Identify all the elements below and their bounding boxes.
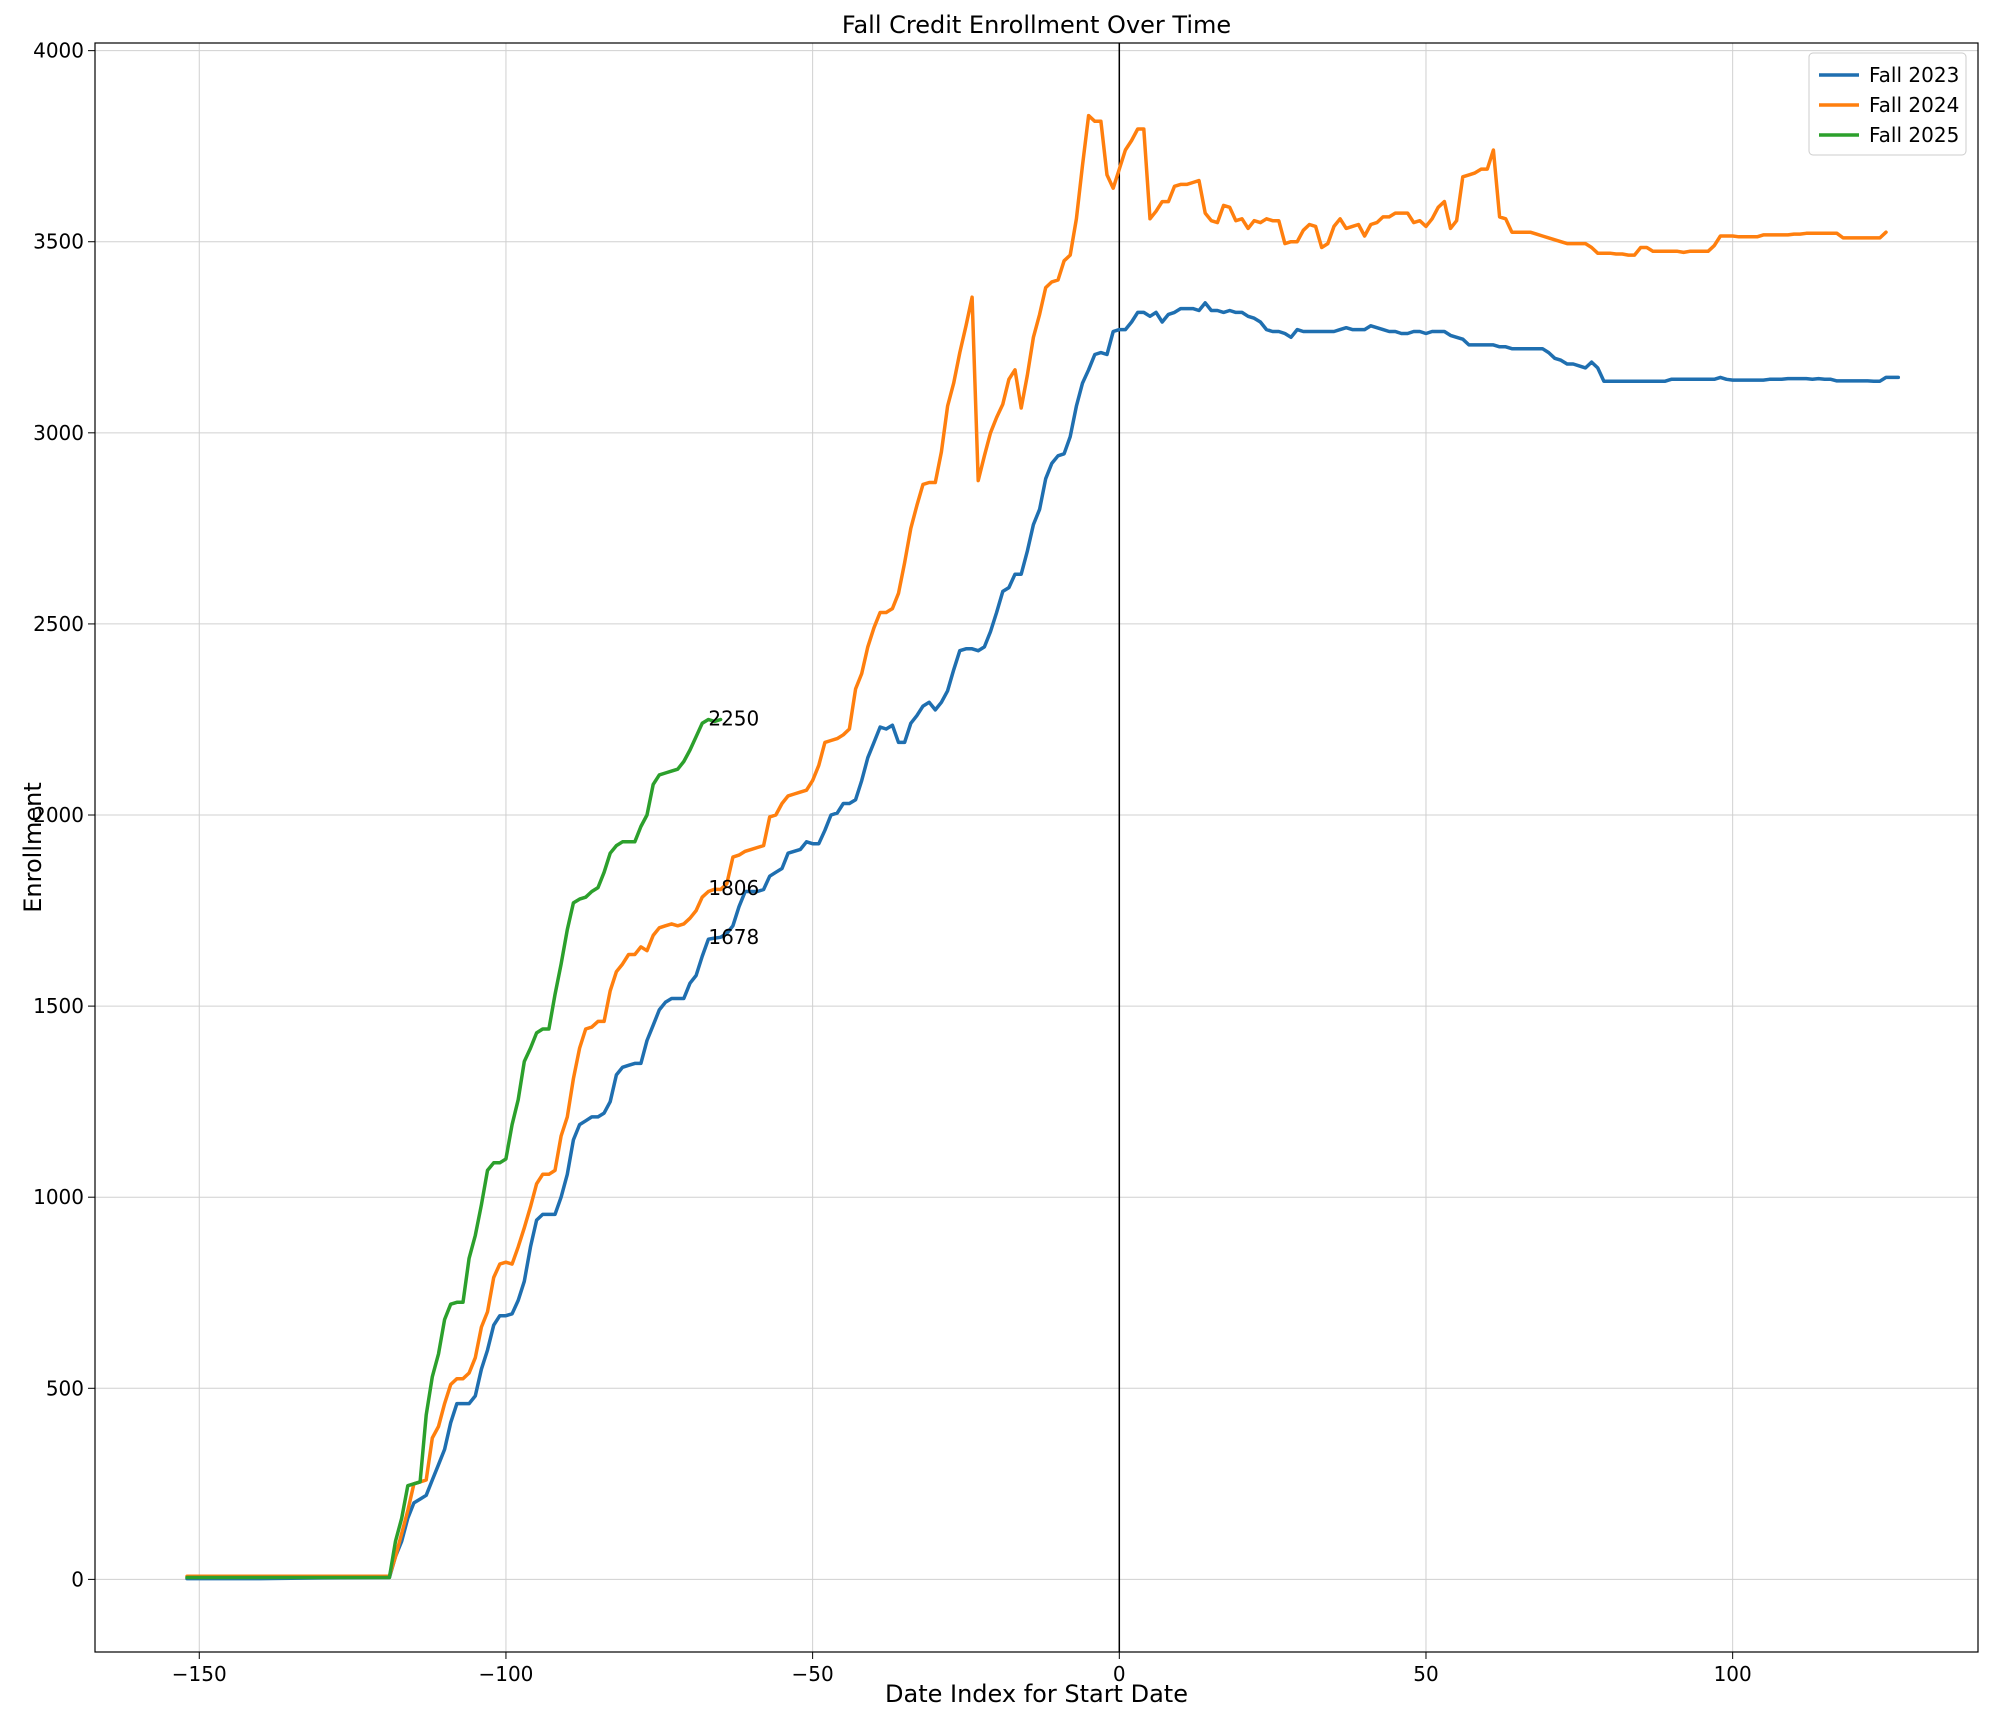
y-tick-label: 0 [71, 1567, 84, 1591]
series-line-fall-2023 [185, 301, 1901, 1581]
chart-title: Fall Credit Enrollment Over Time [842, 11, 1231, 39]
y-tick-label: 4000 [33, 39, 84, 63]
data-label: 1806 [708, 876, 759, 900]
y-tick-label: 3500 [33, 230, 84, 254]
data-label: 1678 [708, 925, 759, 949]
x-axis-label: Date Index for Start Date [885, 1680, 1188, 1708]
x-tick-label: 50 [1413, 1662, 1438, 1686]
x-tick-label: −100 [478, 1662, 533, 1686]
series-lines [185, 113, 1901, 1581]
annotations: 2250 1806 1678 [708, 706, 759, 949]
x-tick-label: −50 [792, 1662, 834, 1686]
y-tick-label: 500 [46, 1376, 84, 1400]
y-tick-label: 2500 [33, 612, 84, 636]
y-tick-label: 3000 [33, 421, 84, 445]
x-tick-label: 0 [1113, 1662, 1126, 1686]
legend-label: Fall 2024 [1869, 93, 1959, 117]
y-tick-label: 2000 [33, 803, 84, 827]
x-tick-label: −150 [172, 1662, 227, 1686]
series-line-fall-2024 [185, 113, 1888, 1579]
legend-box [1808, 52, 1967, 156]
legend: Fall 2023 Fall 2024 Fall 2025 [1808, 52, 1967, 156]
x-tick-label: 100 [1714, 1662, 1752, 1686]
series-line-fall-2025 [185, 717, 723, 1580]
y-tick-label: 1500 [33, 994, 84, 1018]
y-tick-label: 1000 [33, 1185, 84, 1209]
legend-label: Fall 2023 [1869, 63, 1959, 87]
grid-lines [95, 43, 1978, 1652]
y-axis-ticks: 0 500 1000 1500 2000 2500 3000 3500 4000 [33, 39, 95, 1591]
plot-frame [94, 42, 1979, 1653]
data-label: 2250 [708, 706, 759, 730]
x-axis-ticks: −150 −100 −50 0 50 100 [172, 1652, 1752, 1686]
legend-label: Fall 2025 [1869, 123, 1959, 147]
y-axis-label: Enrollment [19, 782, 47, 913]
